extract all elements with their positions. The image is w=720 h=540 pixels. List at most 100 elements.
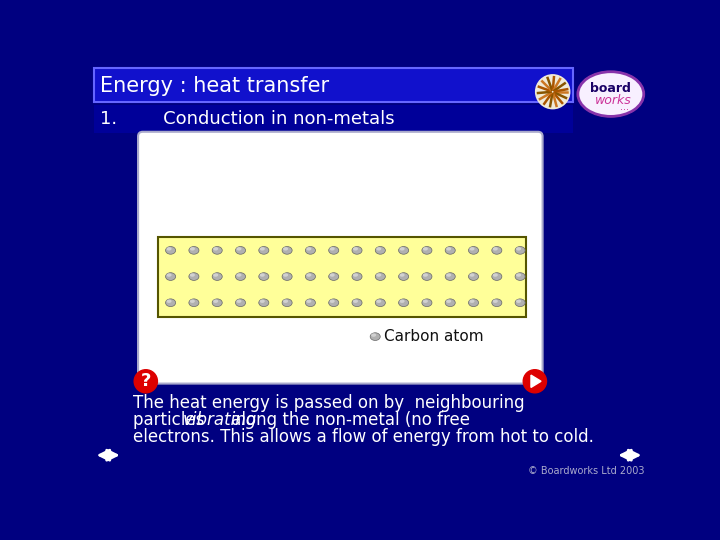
Bar — [158, 237, 526, 318]
Text: Energy : heat transfer: Energy : heat transfer — [100, 76, 329, 96]
Ellipse shape — [375, 273, 385, 280]
Ellipse shape — [190, 300, 195, 303]
Ellipse shape — [306, 300, 311, 303]
Ellipse shape — [353, 300, 358, 303]
Ellipse shape — [236, 273, 241, 276]
Ellipse shape — [260, 273, 265, 276]
Ellipse shape — [189, 299, 199, 307]
Ellipse shape — [235, 247, 246, 254]
Ellipse shape — [305, 247, 315, 254]
Ellipse shape — [236, 300, 241, 303]
Text: along the non-metal (no free: along the non-metal (no free — [226, 411, 470, 429]
Ellipse shape — [166, 273, 176, 280]
Ellipse shape — [400, 247, 405, 251]
Text: board: board — [590, 82, 631, 95]
Ellipse shape — [306, 247, 311, 251]
Ellipse shape — [399, 299, 409, 307]
Ellipse shape — [235, 299, 246, 307]
Ellipse shape — [283, 273, 288, 276]
Ellipse shape — [423, 273, 428, 276]
Ellipse shape — [190, 273, 195, 276]
Ellipse shape — [370, 333, 380, 340]
Ellipse shape — [469, 299, 479, 307]
Bar — [94, 68, 573, 102]
Ellipse shape — [446, 247, 451, 251]
Ellipse shape — [352, 247, 362, 254]
Ellipse shape — [469, 273, 474, 276]
Polygon shape — [531, 375, 541, 387]
Ellipse shape — [258, 247, 269, 254]
Ellipse shape — [377, 247, 382, 251]
Ellipse shape — [445, 273, 455, 280]
Ellipse shape — [166, 247, 171, 251]
Ellipse shape — [166, 299, 176, 307]
Ellipse shape — [377, 300, 382, 303]
Ellipse shape — [213, 273, 218, 276]
Text: © Boardworks Ltd 2003: © Boardworks Ltd 2003 — [528, 466, 644, 476]
Ellipse shape — [282, 247, 292, 254]
Ellipse shape — [212, 273, 222, 280]
Ellipse shape — [330, 247, 335, 251]
Ellipse shape — [283, 300, 288, 303]
Ellipse shape — [213, 300, 218, 303]
Ellipse shape — [492, 300, 498, 303]
Ellipse shape — [446, 300, 451, 303]
Ellipse shape — [492, 247, 498, 251]
Text: ?: ? — [140, 372, 151, 390]
Ellipse shape — [400, 273, 405, 276]
Ellipse shape — [328, 247, 338, 254]
Ellipse shape — [258, 273, 269, 280]
Ellipse shape — [306, 273, 311, 276]
Ellipse shape — [422, 299, 432, 307]
Ellipse shape — [516, 300, 521, 303]
Ellipse shape — [282, 273, 292, 280]
Text: Carbon atom: Carbon atom — [384, 329, 484, 344]
Ellipse shape — [371, 333, 376, 337]
Ellipse shape — [283, 247, 288, 251]
Ellipse shape — [422, 247, 432, 254]
Ellipse shape — [492, 273, 502, 280]
Ellipse shape — [330, 273, 335, 276]
Ellipse shape — [260, 247, 265, 251]
Ellipse shape — [377, 273, 382, 276]
Ellipse shape — [260, 300, 265, 303]
Ellipse shape — [330, 300, 335, 303]
Ellipse shape — [258, 299, 269, 307]
Text: vibrating: vibrating — [183, 411, 257, 429]
Ellipse shape — [189, 273, 199, 280]
Ellipse shape — [236, 247, 241, 251]
Ellipse shape — [399, 273, 409, 280]
Ellipse shape — [235, 273, 246, 280]
Ellipse shape — [213, 247, 218, 251]
Ellipse shape — [352, 273, 362, 280]
Text: electrons. This allows a flow of energy from hot to cold.: electrons. This allows a flow of energy … — [132, 428, 593, 446]
Ellipse shape — [400, 300, 405, 303]
Ellipse shape — [328, 299, 338, 307]
Ellipse shape — [422, 273, 432, 280]
FancyBboxPatch shape — [138, 132, 543, 383]
Text: works: works — [595, 94, 631, 107]
Text: The heat energy is passed on by  neighbouring: The heat energy is passed on by neighbou… — [132, 394, 524, 413]
Ellipse shape — [469, 247, 479, 254]
Ellipse shape — [399, 247, 409, 254]
Ellipse shape — [492, 273, 498, 276]
Ellipse shape — [166, 273, 171, 276]
Ellipse shape — [189, 247, 199, 254]
Ellipse shape — [469, 247, 474, 251]
Ellipse shape — [353, 273, 358, 276]
Text: 1.        Conduction in non-metals: 1. Conduction in non-metals — [100, 110, 395, 127]
Ellipse shape — [212, 299, 222, 307]
Ellipse shape — [446, 273, 451, 276]
Ellipse shape — [516, 273, 521, 276]
Ellipse shape — [190, 247, 195, 251]
Ellipse shape — [515, 299, 525, 307]
Ellipse shape — [492, 299, 502, 307]
Ellipse shape — [375, 247, 385, 254]
Text: particles: particles — [132, 411, 210, 429]
Ellipse shape — [166, 247, 176, 254]
Circle shape — [523, 370, 546, 393]
Text: ...: ... — [620, 102, 629, 112]
Ellipse shape — [353, 247, 358, 251]
Ellipse shape — [282, 299, 292, 307]
Bar — [94, 105, 573, 132]
